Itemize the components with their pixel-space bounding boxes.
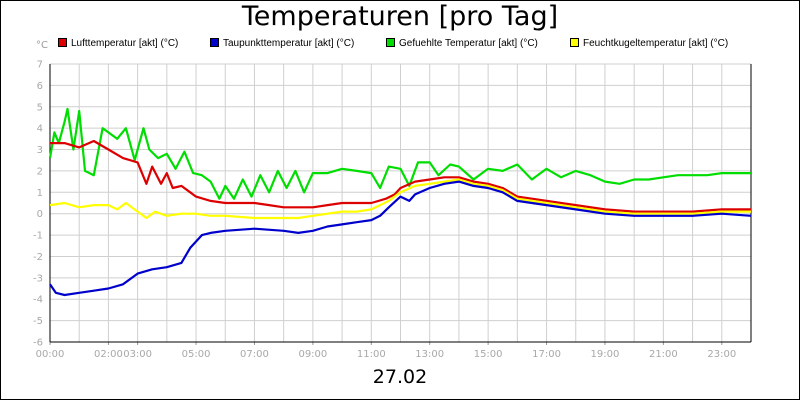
legend-label: Feuchtkugeltemperatur [akt] (°C) [583,38,729,49]
legend-label: Lufttemperatur [akt] (°C) [71,38,179,49]
x-tick-label: 09:00 [298,349,327,360]
legend-item-taupunkttemperatur: Taupunkttemperatur [akt] (°C) [210,38,354,49]
series-line-gefuehlte-temperatur [48,107,751,200]
y-tick-label: 2 [37,166,43,177]
y-tick-label: 0 [37,209,43,220]
y-unit-label: °C [36,40,48,51]
y-tick-label: 3 [37,145,43,156]
legend-label: Taupunkttemperatur [akt] (°C) [223,38,355,49]
x-tick-label: 15:00 [474,349,503,360]
legend-swatch-yellow [570,38,579,47]
y-tick-label: -3 [33,273,43,284]
y-tick-label: -1 [33,231,43,242]
series-line-feuchtkugeltemperatur [49,178,751,220]
legend-swatch-red [58,38,67,47]
x-tick-label: 05:00 [182,349,211,360]
legend-item-feuchtkugeltemperatur: Feuchtkugeltemperatur [akt] (°C) [570,38,728,49]
chart-title: Temperaturen [pro Tag] [241,1,559,32]
x-tick-label: 03:00 [123,349,152,360]
y-tick-label: 1 [37,188,43,199]
y-tick-label: -6 [33,338,43,349]
legend-swatch-blue [210,38,219,47]
x-tick-label: 13:00 [415,349,444,360]
y-tick-label: -4 [33,295,43,306]
y-tick-label: -5 [33,316,43,327]
y-tick-label: -2 [33,252,43,263]
x-tick-label: 17:00 [532,349,561,360]
date-label: 27.02 [372,366,428,388]
x-tick-label: 00:00 [36,349,65,360]
x-tick-label: 23:00 [707,349,736,360]
legend-label: Gefuehlte Temperatur [akt] (°C) [399,38,538,49]
x-tick-label: 02:00 [94,349,123,360]
y-tick-label: 5 [37,102,43,113]
y-tick-label: 4 [37,124,43,135]
x-tick-label: 11:00 [357,349,386,360]
x-tick-label: 19:00 [591,349,620,360]
y-tick-label: 6 [37,81,43,92]
legend-swatch-green [386,38,395,47]
series-line-lufttemperatur [50,139,751,213]
legend-item-gefuehlte-temperatur: Gefuehlte Temperatur [akt] (°C) [386,38,538,49]
y-tick-label: 7 [37,60,43,71]
x-tick-label: 07:00 [240,349,269,360]
x-tick-label: 21:00 [649,349,678,360]
series-line-taupunkttemperatur [49,180,752,297]
legend-item-lufttemperatur: Lufttemperatur [akt] (°C) [58,38,178,49]
